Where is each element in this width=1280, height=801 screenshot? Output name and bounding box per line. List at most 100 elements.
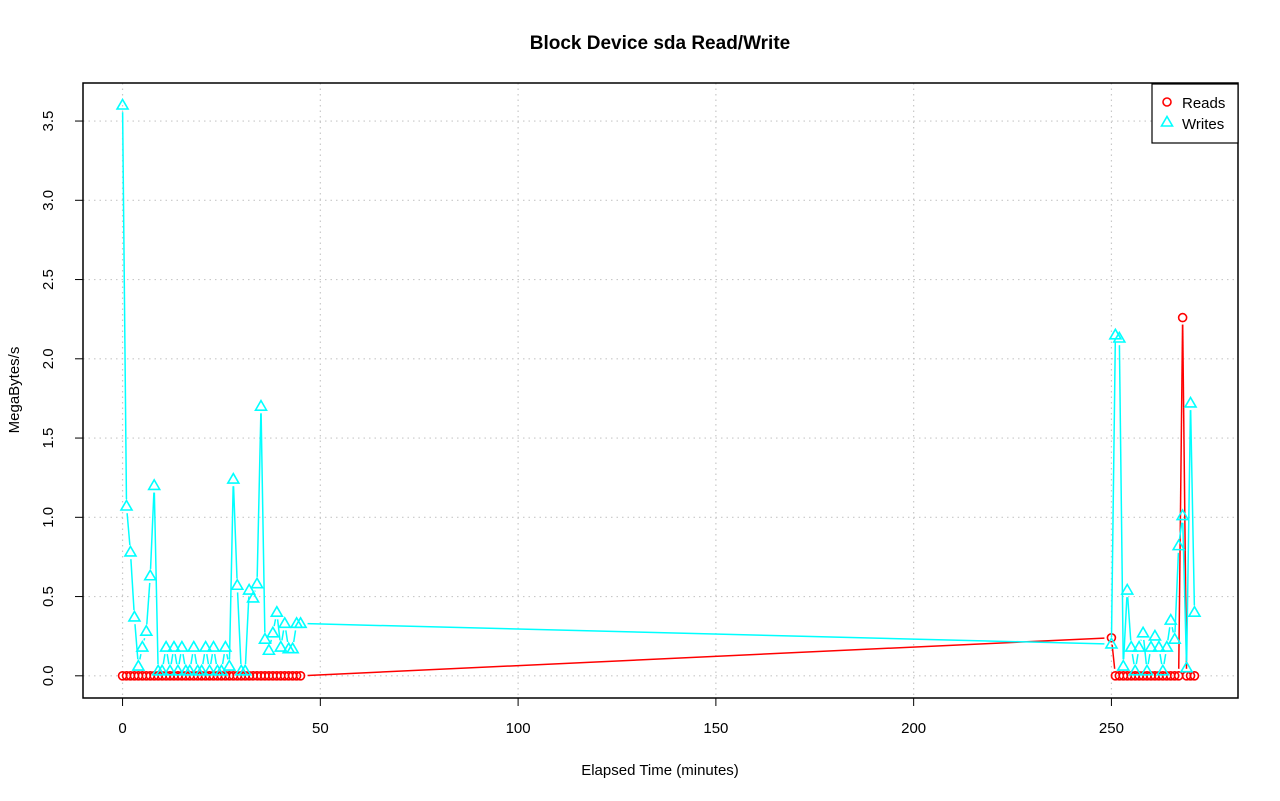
legend-reads-label: Reads bbox=[1182, 95, 1225, 112]
x-tick-label: 0 bbox=[118, 720, 126, 737]
series-line-segment bbox=[1159, 654, 1163, 665]
series-line-segment bbox=[1178, 522, 1183, 539]
data-point-writes bbox=[226, 471, 241, 484]
data-point-writes bbox=[242, 582, 257, 595]
data-point-writes bbox=[127, 609, 142, 622]
legend-reads-marker bbox=[1162, 97, 1172, 107]
series-line-segment bbox=[1185, 410, 1192, 661]
data-point-writes bbox=[1124, 639, 1139, 652]
series-line-segment bbox=[139, 653, 142, 660]
legend-writes-label: Writes bbox=[1182, 116, 1224, 133]
series-line-segment bbox=[153, 492, 159, 665]
data-point-writes bbox=[147, 478, 162, 491]
x-tick-label: 100 bbox=[506, 720, 531, 737]
series-line-segment bbox=[1143, 639, 1148, 665]
data-point-writes bbox=[1171, 538, 1186, 551]
data-point-writes bbox=[167, 639, 181, 652]
data-point-writes bbox=[194, 663, 209, 676]
series-line-segment bbox=[162, 654, 166, 665]
y-tick-label: 3.0 bbox=[40, 190, 57, 211]
data-point-writes bbox=[273, 639, 288, 652]
data-point-writes bbox=[1159, 639, 1174, 652]
series-line-segment bbox=[1131, 654, 1135, 665]
series-line-segment bbox=[1118, 345, 1124, 660]
data-point-writes bbox=[1152, 639, 1166, 652]
x-tick-label: 200 bbox=[901, 720, 926, 737]
series-line-segment bbox=[166, 654, 170, 665]
data-point-writes bbox=[1144, 639, 1158, 652]
series-line-segment bbox=[226, 653, 229, 660]
series-line-segment bbox=[1163, 654, 1167, 665]
series-line-segment bbox=[221, 654, 225, 665]
data-point-writes bbox=[198, 639, 213, 652]
series-line-segment bbox=[1167, 627, 1171, 641]
data-point-writes bbox=[258, 632, 272, 644]
data-point-writes bbox=[1136, 625, 1150, 638]
grid-lines bbox=[83, 83, 1238, 698]
series-line-segment bbox=[202, 654, 206, 665]
data-point-writes bbox=[171, 663, 185, 676]
data-point-writes bbox=[119, 498, 134, 511]
series-line-segment bbox=[174, 654, 178, 665]
y-tick-label: 2.0 bbox=[40, 348, 57, 369]
series-line-segment bbox=[182, 654, 186, 665]
data-point-writes bbox=[131, 659, 146, 671]
plot-frame bbox=[82, 82, 1239, 699]
legend: Reads Writes bbox=[1151, 83, 1239, 144]
data-point-writes bbox=[1155, 663, 1170, 676]
series-line-segment bbox=[143, 638, 146, 641]
y-axis: 0.0 0.5 1.0 1.5 2.0 2.5 3.0 3.5 bbox=[40, 111, 84, 686]
series-line-segment bbox=[285, 630, 289, 643]
series-line-segment bbox=[232, 486, 238, 579]
y-tick-label: 3.5 bbox=[40, 111, 57, 132]
data-point-writes bbox=[218, 639, 233, 652]
data-point-writes bbox=[285, 641, 300, 654]
series-line-segment bbox=[273, 619, 277, 627]
series-line-segment bbox=[178, 654, 182, 665]
series-line-segment bbox=[134, 624, 139, 660]
series-line-segment bbox=[121, 112, 128, 500]
data-point-reads bbox=[1189, 671, 1200, 681]
data-point-writes bbox=[262, 643, 276, 656]
series-line-segment bbox=[170, 654, 174, 665]
data-point-writes bbox=[135, 639, 150, 652]
data-point-writes bbox=[277, 616, 292, 629]
x-tick-label: 250 bbox=[1099, 720, 1124, 737]
data-point-writes bbox=[1132, 639, 1147, 652]
data-point-writes bbox=[206, 639, 221, 652]
data-point-writes bbox=[230, 578, 245, 591]
data-point-writes bbox=[1120, 582, 1135, 595]
x-axis-label: Elapsed Time (minutes) bbox=[581, 762, 739, 779]
series-layer bbox=[115, 97, 1202, 681]
data-point-reads bbox=[295, 671, 306, 681]
legend-writes-marker bbox=[1160, 114, 1174, 127]
series-line-segment bbox=[209, 654, 214, 665]
data-point-writes bbox=[250, 576, 264, 589]
data-point-writes bbox=[1128, 663, 1143, 676]
series-line-segment bbox=[146, 582, 151, 625]
series-line-segment bbox=[307, 637, 1105, 677]
series-line-segment bbox=[126, 513, 131, 546]
data-point-writes bbox=[163, 663, 177, 676]
data-point-reads bbox=[1177, 312, 1188, 323]
series-line-segment bbox=[1182, 522, 1188, 661]
data-point-writes bbox=[1140, 663, 1154, 676]
data-point-writes bbox=[1187, 605, 1202, 618]
series-line-segment bbox=[1147, 654, 1151, 665]
data-point-writes bbox=[182, 663, 197, 676]
data-point-writes bbox=[269, 605, 284, 618]
series-line-segment bbox=[1135, 654, 1139, 665]
series-line-segment bbox=[1174, 552, 1180, 633]
y-tick-label: 0.0 bbox=[40, 665, 57, 686]
data-point-writes bbox=[174, 639, 189, 652]
series-writes bbox=[115, 97, 1202, 676]
y-axis-label: MegaBytes/s bbox=[6, 347, 23, 434]
series-line-segment bbox=[307, 622, 1105, 645]
series-line-segment bbox=[260, 413, 266, 633]
series-line-segment bbox=[1181, 324, 1188, 669]
data-point-writes bbox=[222, 659, 237, 671]
data-point-writes bbox=[1163, 613, 1178, 625]
series-line-segment bbox=[256, 413, 262, 577]
legend-box bbox=[1151, 83, 1239, 144]
data-point-writes bbox=[1148, 628, 1162, 641]
